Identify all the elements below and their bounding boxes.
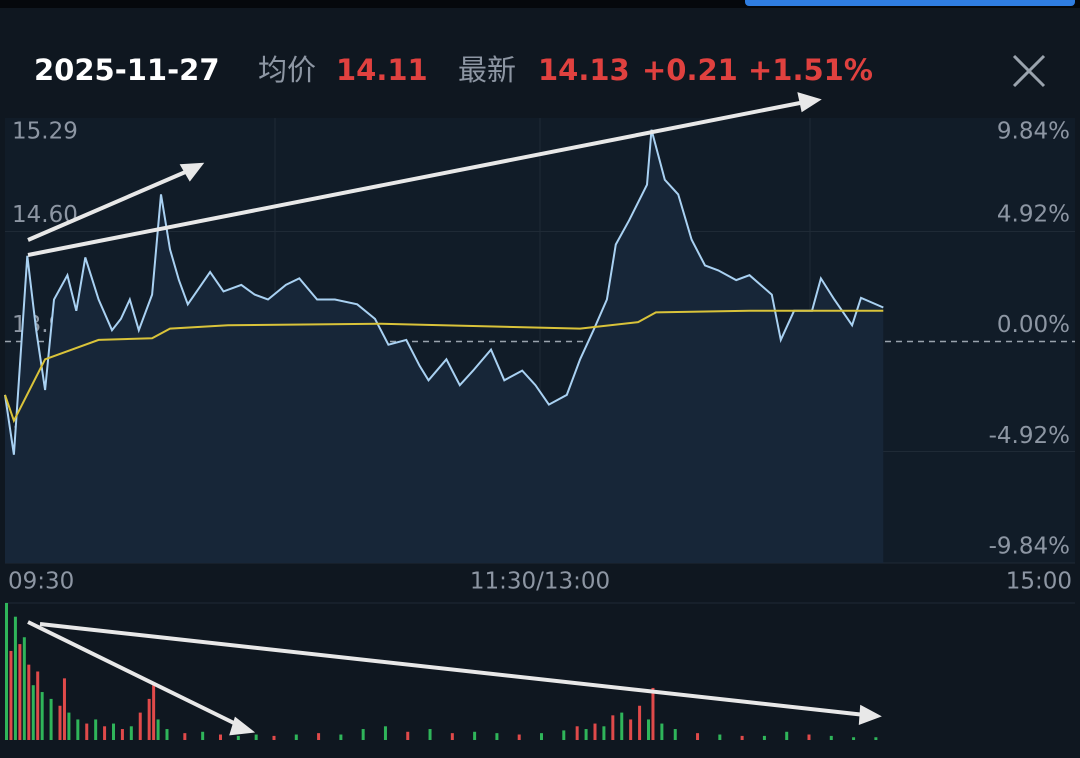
date: 2025-11-27 bbox=[34, 53, 220, 87]
volume-bar bbox=[27, 664, 31, 740]
arrow-head bbox=[179, 162, 205, 182]
volume-bar bbox=[62, 678, 66, 740]
volume-bar bbox=[540, 733, 543, 740]
volume-bar bbox=[294, 734, 298, 740]
x-tick-label: 09:30 bbox=[8, 569, 74, 595]
volume-bar bbox=[18, 644, 22, 740]
x-tick-label: 15:00 bbox=[1006, 569, 1072, 595]
volume-bar bbox=[740, 735, 744, 740]
average-line bbox=[4, 309, 884, 424]
volume-bar bbox=[156, 719, 160, 740]
arrow bbox=[39, 622, 866, 717]
volume-bar bbox=[361, 729, 365, 740]
volume-bar bbox=[473, 731, 477, 740]
y2-tick-label: 4.92% bbox=[997, 201, 1070, 227]
arrow-head bbox=[229, 716, 256, 736]
volume-bar bbox=[129, 726, 133, 740]
annotations bbox=[27, 92, 882, 736]
volume-bar bbox=[9, 650, 13, 740]
volume-bar bbox=[40, 692, 44, 740]
volume-bar bbox=[112, 723, 115, 740]
avg-price: 14.11 bbox=[336, 53, 428, 87]
volume-bar bbox=[651, 687, 655, 740]
arrow bbox=[27, 168, 191, 242]
arrow-head bbox=[858, 704, 882, 725]
volume-bar bbox=[660, 723, 664, 740]
volume-bar bbox=[852, 737, 856, 740]
volume-bar bbox=[718, 734, 722, 740]
volume-bar bbox=[147, 698, 151, 740]
x-tick-label: 11:30/13:00 bbox=[470, 569, 610, 595]
volume-bar bbox=[317, 733, 321, 740]
volume-bar bbox=[138, 712, 142, 740]
arrow-head bbox=[797, 92, 822, 113]
volume-bar bbox=[620, 712, 624, 740]
volume-bar bbox=[120, 729, 124, 740]
volume-bar bbox=[575, 726, 579, 740]
y2-tick-label: 0.00% bbox=[997, 312, 1070, 338]
volume-bar bbox=[165, 729, 169, 740]
volume-bar bbox=[58, 705, 62, 740]
volume-bar bbox=[406, 731, 410, 740]
price-line bbox=[4, 129, 884, 455]
volume-bar bbox=[696, 733, 700, 740]
volume-bar bbox=[785, 731, 789, 740]
volume-bar bbox=[76, 719, 80, 740]
volume-bar bbox=[94, 719, 98, 740]
avg-label: 均价 bbox=[258, 53, 317, 87]
close-button[interactable] bbox=[1010, 52, 1050, 92]
volume-bar bbox=[673, 729, 677, 740]
volume-bar bbox=[593, 723, 597, 740]
volume-bar bbox=[103, 726, 107, 740]
volume-bar bbox=[562, 730, 566, 740]
tab-indicator bbox=[745, 0, 1075, 6]
volume-bar bbox=[36, 671, 40, 740]
price-area bbox=[5, 129, 884, 563]
volume-bar bbox=[272, 735, 276, 740]
volume-bar bbox=[517, 734, 521, 740]
volume-bar bbox=[602, 726, 606, 740]
y2-tick-label: -9.84% bbox=[989, 534, 1070, 560]
volume-bar bbox=[762, 735, 766, 740]
volume-bar bbox=[428, 729, 432, 740]
volume-bar bbox=[254, 734, 258, 740]
volume-bar bbox=[584, 729, 588, 740]
last-label: 最新 bbox=[458, 53, 517, 87]
top-strip bbox=[0, 0, 1080, 8]
volume-bar bbox=[647, 719, 650, 740]
volume-bar bbox=[183, 733, 187, 740]
volume-bar bbox=[450, 733, 454, 740]
volume-bar bbox=[807, 734, 811, 740]
volume-bar bbox=[152, 685, 156, 740]
arrow bbox=[27, 100, 806, 257]
volume-bar bbox=[13, 616, 17, 740]
volume-bar bbox=[219, 734, 222, 740]
volume-bar bbox=[85, 723, 89, 740]
volume-bar bbox=[22, 637, 26, 740]
y2-tick-label: 9.84% bbox=[997, 119, 1070, 145]
last-price: 14.13 bbox=[538, 53, 630, 87]
change: +0.21 bbox=[642, 53, 738, 87]
volume-bar bbox=[874, 737, 878, 740]
volume-bar bbox=[383, 726, 387, 740]
volume-bar bbox=[339, 734, 343, 740]
arrow bbox=[27, 620, 241, 728]
volume-bar bbox=[611, 715, 615, 740]
volume-bar bbox=[49, 698, 53, 740]
volume-chart bbox=[5, 602, 1075, 740]
volume-bar bbox=[31, 685, 35, 740]
volume-bar bbox=[236, 735, 240, 740]
volume-bar bbox=[638, 705, 642, 740]
volume-bar bbox=[629, 719, 633, 740]
volume-bar bbox=[829, 735, 833, 740]
volume-bar bbox=[201, 731, 205, 740]
volume-bar bbox=[5, 603, 8, 740]
volume-bar bbox=[67, 712, 71, 740]
volume-bar bbox=[495, 733, 499, 740]
change-pct: +1.51% bbox=[748, 53, 873, 87]
y2-tick-label: -4.92% bbox=[989, 423, 1070, 449]
y-tick-label: 15.29 bbox=[12, 119, 78, 145]
